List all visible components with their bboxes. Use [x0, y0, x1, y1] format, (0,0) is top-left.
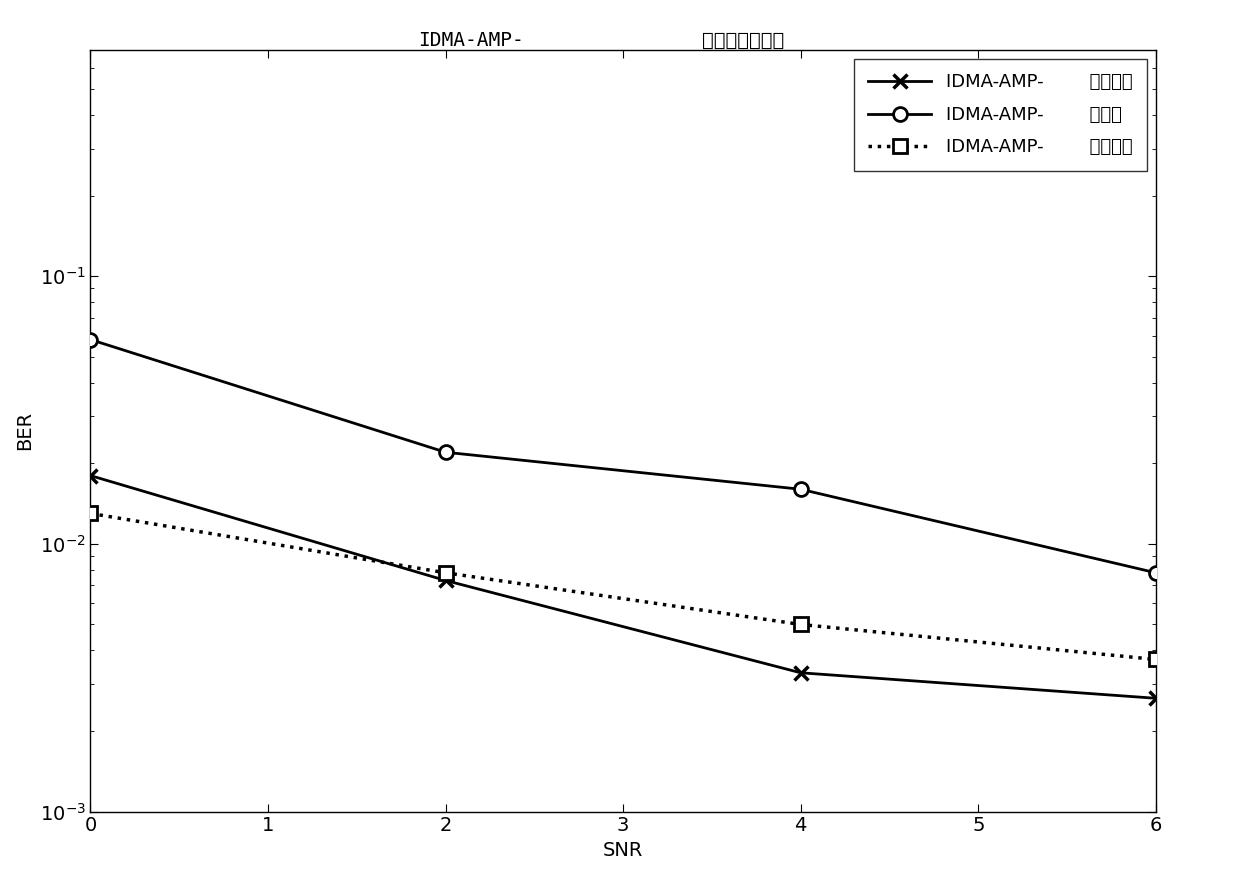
- Legend: IDMA-AMP-        频偏补偿, IDMA-AMP-        加频偏, IDMA-AMP-        不加频偏: IDMA-AMP- 频偏补偿, IDMA-AMP- 加频偏, IDMA-AMP-…: [854, 59, 1147, 171]
- Text: IDMA-AMP-: IDMA-AMP-: [418, 31, 524, 50]
- Text: 频偏检测对比图: 频偏检测对比图: [703, 31, 784, 50]
- Y-axis label: BER: BER: [15, 411, 33, 451]
- X-axis label: SNR: SNR: [603, 841, 643, 860]
